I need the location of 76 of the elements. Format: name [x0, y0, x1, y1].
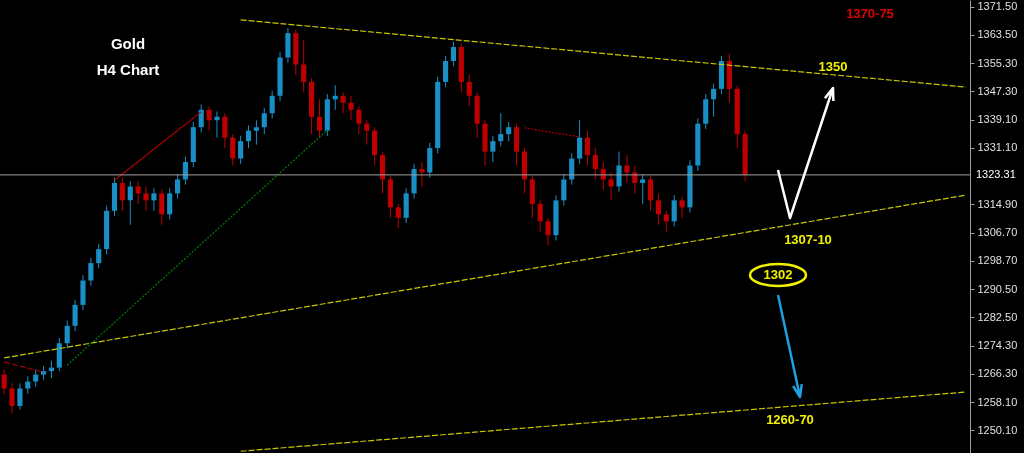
candlestick: [340, 91, 346, 114]
candlestick: [167, 187, 173, 221]
candlestick: [364, 119, 370, 146]
candlestick: [119, 177, 125, 212]
candlestick: [679, 196, 685, 219]
candlestick: [135, 180, 141, 205]
candlestick: [88, 257, 94, 287]
candlestick: [238, 135, 244, 165]
candlestick: [127, 180, 133, 226]
candlestick: [9, 382, 15, 414]
y-tick-label: 1363.50: [977, 28, 1018, 41]
candlestick: [17, 382, 23, 410]
annotation: 1350: [818, 59, 848, 74]
candlestick: [663, 210, 669, 233]
y-tick-label: 1347.30: [977, 84, 1018, 97]
candlestick: [584, 130, 591, 167]
candlestick: [301, 39, 307, 93]
y-tick-label: 1290.50: [977, 282, 1018, 295]
annotation: 1260-70: [766, 412, 814, 427]
candlestick: [96, 243, 102, 269]
candlestick: [450, 41, 457, 67]
candlestick: [198, 104, 204, 133]
y-tick-label: 1274.30: [977, 339, 1018, 352]
candlestick: [490, 135, 496, 163]
y-tick-label: 1371.50: [977, 0, 1018, 13]
candlestick: [64, 320, 70, 349]
candlestick: [466, 74, 472, 107]
candlestick: [608, 171, 614, 201]
candlestick: [1, 368, 7, 395]
candlestick: [222, 112, 228, 149]
candlestick: [143, 185, 149, 212]
candlestick: [245, 124, 252, 149]
y-tick-label: 1258.10: [977, 395, 1018, 408]
candlestick: [655, 192, 661, 226]
candlestick: [647, 175, 654, 212]
candlestick: [230, 133, 236, 167]
annotation: 1370-75: [846, 6, 894, 21]
candlestick: [159, 189, 165, 226]
candlestick: [443, 55, 449, 88]
y-tick-label: 1339.10: [977, 113, 1018, 126]
candlestick: [175, 173, 181, 200]
y-tick-label: 1331.10: [977, 141, 1018, 154]
y-tick-label: 1282.50: [977, 310, 1018, 323]
candlestick: [261, 107, 267, 135]
y-tick-label: 1298.70: [977, 254, 1018, 267]
y-tick-label: 1314.90: [977, 197, 1018, 210]
candlestick: [253, 119, 259, 146]
candlestick: [151, 187, 157, 212]
candlestick: [545, 217, 551, 247]
annotation: H4 Chart: [96, 61, 160, 78]
candlestick: [498, 112, 504, 147]
annotation: Gold: [110, 35, 146, 52]
y-tick-label: 1250.10: [977, 423, 1018, 436]
annotation: 1302: [763, 267, 793, 282]
ref-line-label: 1323.31: [976, 167, 1016, 180]
candlestick: [506, 121, 512, 142]
candlestick: [269, 90, 275, 119]
candlestick: [577, 119, 583, 165]
y-tick-label: 1266.30: [977, 367, 1018, 380]
candlestick: [72, 299, 78, 332]
y-tick-label: 1355.30: [977, 56, 1018, 69]
candlestick: [561, 173, 567, 207]
candlestick: [316, 98, 323, 139]
annotation: 1307-10: [784, 232, 832, 247]
y-tick-label: 1306.70: [977, 226, 1018, 239]
candlestick: [711, 83, 717, 118]
candlestick: [537, 199, 543, 233]
candlestick: [640, 173, 646, 205]
candlestick: [214, 111, 220, 139]
candlestick: [206, 105, 212, 132]
candlestick: [592, 147, 598, 180]
candlestick: [671, 194, 677, 227]
candlestick: [616, 151, 622, 193]
candlestick: [395, 203, 401, 229]
candlestick: [348, 95, 354, 121]
candlestick: [356, 105, 362, 135]
